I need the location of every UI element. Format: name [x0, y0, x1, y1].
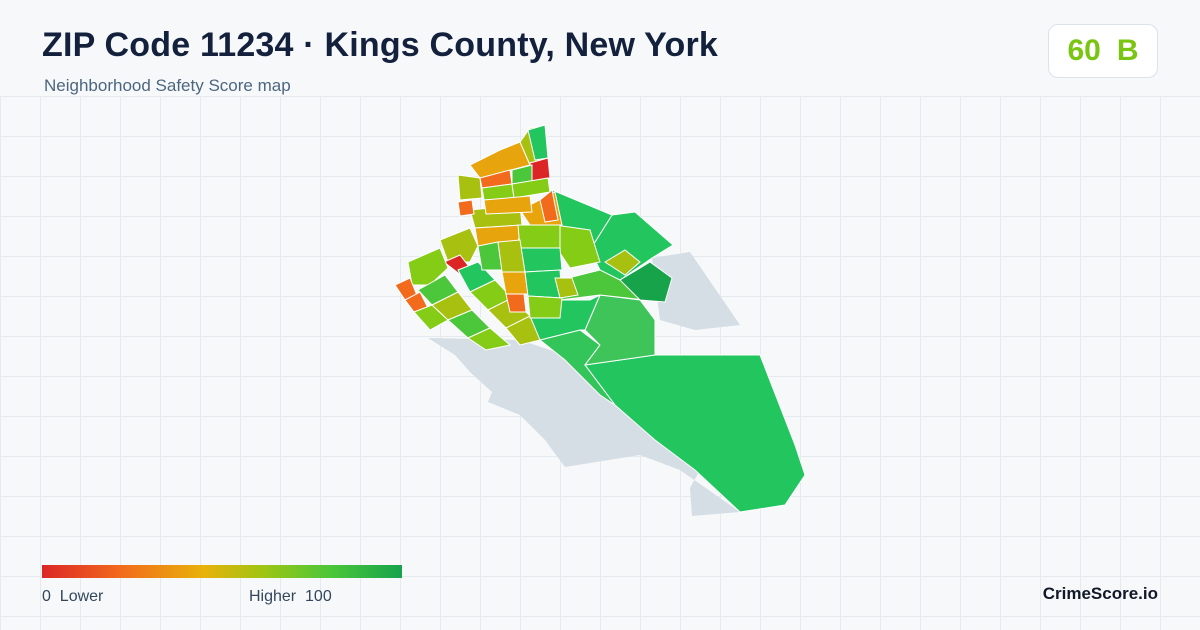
neighborhood-region[interactable]	[457, 174, 483, 201]
legend-high-text: Higher	[249, 588, 297, 605]
score-grade: B	[1116, 34, 1139, 67]
safety-score-badge: 60 B	[1048, 24, 1158, 78]
neighborhood-region[interactable]	[519, 247, 563, 273]
page-title: ZIP Code 11234 · Kings County, New York	[42, 26, 719, 64]
neighborhood-region[interactable]	[505, 315, 541, 346]
legend-high-label: Higher 100	[249, 588, 332, 606]
neighborhood-region[interactable]	[517, 224, 561, 249]
legend-color-scale	[42, 565, 402, 578]
neighborhood-region[interactable]	[539, 189, 559, 223]
neighborhood-region[interactable]	[584, 354, 806, 513]
brand-logo-text[interactable]: CrimeScore.io	[1042, 584, 1158, 603]
legend-low-label: 0 Lower	[42, 588, 103, 606]
neighborhood-region[interactable]	[457, 199, 475, 217]
surrounding-area	[652, 252, 740, 330]
legend-low-text: Lower	[59, 588, 104, 605]
page-subtitle: Neighborhood Safety Score map	[44, 76, 291, 95]
legend-low-value: 0	[42, 588, 51, 605]
score-value: 60	[1067, 34, 1101, 67]
header	[0, 0, 1200, 96]
neighborhood-region[interactable]	[466, 327, 512, 351]
neighborhood-region[interactable]	[483, 195, 533, 215]
neighborhood-region[interactable]	[511, 177, 551, 199]
neighborhood-region[interactable]	[554, 277, 579, 299]
neighborhood-region[interactable]	[619, 261, 673, 303]
neighborhood-region[interactable]	[501, 271, 529, 295]
neighborhood-region[interactable]	[505, 293, 527, 313]
neighborhood-region[interactable]	[439, 227, 479, 263]
neighborhood-region[interactable]	[497, 239, 526, 273]
neighborhood-region[interactable]	[604, 249, 641, 276]
legend-high-value: 100	[305, 588, 332, 605]
neighborhood-region[interactable]	[538, 329, 616, 406]
neighborhood-region[interactable]	[527, 295, 563, 319]
surrounding-area	[428, 338, 740, 516]
